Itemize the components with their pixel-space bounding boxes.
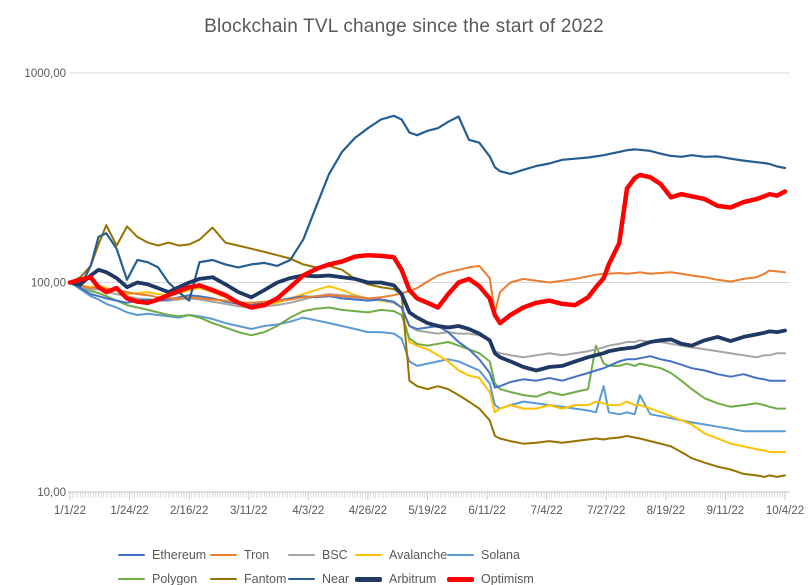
x-axis-label: 5/19/22 [408,505,446,517]
x-axis-label: 8/19/22 [647,505,685,517]
y-axis-label: 100,00 [31,278,66,290]
x-axis-label: 2/16/22 [170,505,208,517]
x-axis-label: 1/24/22 [110,505,148,517]
x-axis-label: 4/26/22 [349,505,387,517]
series-line-optimism [67,172,788,326]
series-line-fantom [69,224,786,478]
series-line-avalanche [69,281,786,454]
x-axis-label: 7/27/22 [587,505,625,517]
series-line-tron [69,264,786,314]
chart-title: Blockchain TVL change since the start of… [204,16,604,37]
series-line-arbitrum [68,267,787,373]
y-axis-label: 1000,00 [24,68,66,80]
x-axis-label: 3/11/22 [230,505,268,517]
series-line-near [68,114,787,302]
x-axis-label: 6/11/22 [468,505,506,517]
x-axis-label: 1/1/22 [54,505,86,517]
x-axis-label: 10/4/22 [766,505,804,517]
series-line-polygon [69,281,786,410]
x-axis-label: 7/4/22 [531,505,563,517]
series-line-ethereum [69,281,786,389]
x-axis-label: 4/3/22 [292,505,324,517]
y-axis-label: 10,00 [37,487,66,499]
x-axis-label: 9/11/22 [707,505,745,517]
